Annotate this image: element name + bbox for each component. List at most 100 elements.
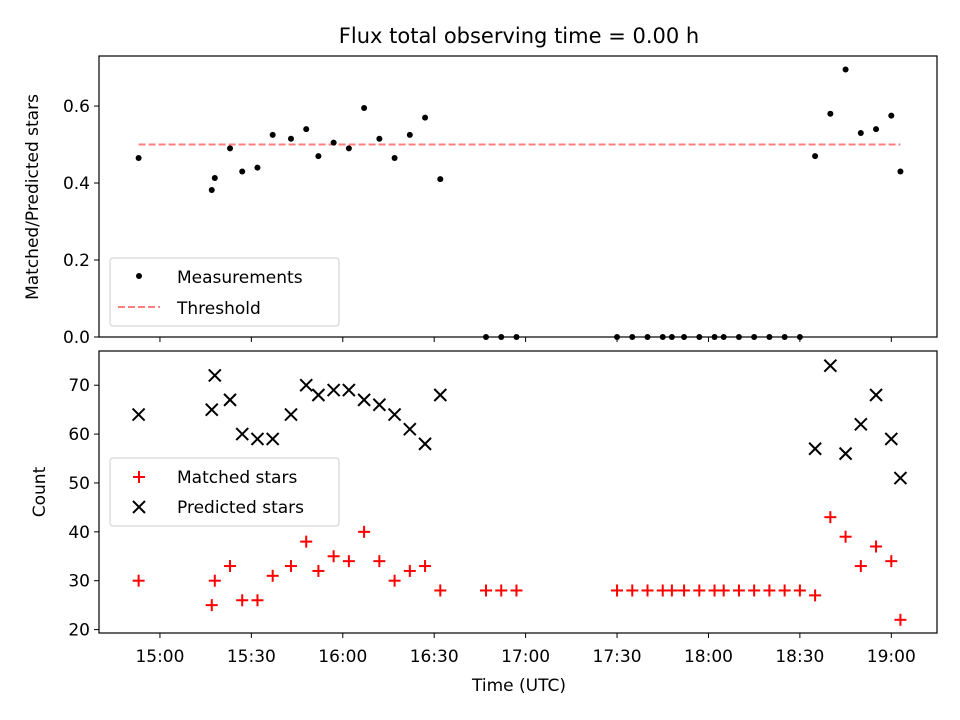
x-tick-label: 17:30 bbox=[593, 647, 642, 667]
measurement-point bbox=[827, 110, 834, 117]
predicted-star-point-b bbox=[808, 442, 822, 456]
predicted-star-point-b bbox=[387, 407, 402, 422]
predicted-star-point bbox=[808, 442, 822, 456]
measurement-point bbox=[361, 104, 368, 111]
measurement-point bbox=[897, 168, 904, 175]
measurement-point bbox=[254, 164, 261, 171]
measurement-point bbox=[391, 155, 398, 162]
matched-star-point bbox=[854, 560, 867, 573]
predicted-star-point bbox=[299, 378, 313, 392]
predicted-star-point-b bbox=[311, 388, 326, 402]
matched-star-point bbox=[693, 584, 706, 597]
bottom-legend: Matched stars Predicted stars bbox=[109, 457, 340, 527]
predicted-star-point-b bbox=[265, 432, 280, 446]
matched-star-point bbox=[236, 594, 249, 607]
predicted-star-point-b bbox=[250, 432, 265, 446]
predicted-star-point bbox=[403, 422, 417, 436]
x-tick-label: 17:00 bbox=[501, 647, 550, 667]
matched-star-point bbox=[763, 584, 776, 597]
x-axis-label: Time (UTC) bbox=[471, 676, 566, 696]
matched-star-point bbox=[388, 574, 401, 587]
predicted-star-point-b bbox=[418, 437, 432, 451]
matched-star-point bbox=[358, 525, 371, 538]
matched-star-point bbox=[132, 574, 145, 587]
predicted-star-point bbox=[250, 432, 265, 446]
top-panel: 0.0 0.2 0.4 0.6 Matched/Predicted stars Mea… bbox=[23, 55, 938, 348]
matched-star-point bbox=[208, 574, 221, 587]
matched-star-point bbox=[495, 584, 508, 597]
predicted-star-point bbox=[131, 407, 146, 422]
x-tick-label: 16:00 bbox=[318, 647, 367, 667]
top-y-tick-label: 0.4 bbox=[63, 174, 90, 194]
measurement-point bbox=[330, 139, 337, 146]
measurement-point bbox=[437, 176, 444, 183]
x-tick-label: 15:30 bbox=[227, 647, 276, 667]
predicted-star-point bbox=[205, 402, 219, 417]
bottom-y-axis-label: Count bbox=[30, 466, 50, 517]
predicted-star-point-b bbox=[403, 422, 417, 436]
measurement-point bbox=[842, 66, 849, 73]
predicted-star-point bbox=[357, 393, 371, 407]
bottom-y-tick-label: 70 bbox=[68, 376, 90, 396]
predicted-star-point-b bbox=[823, 358, 838, 373]
legend-marker-measurements bbox=[136, 273, 142, 279]
predicted-star-point-b bbox=[299, 378, 313, 392]
predicted-star-point-b bbox=[342, 383, 356, 397]
x-tick-label: 19:00 bbox=[867, 647, 916, 667]
legend-marker-predicted-stars bbox=[132, 500, 146, 514]
measurement-point bbox=[422, 114, 429, 121]
legend-marker-matched-stars bbox=[133, 471, 145, 483]
predicted-star-point-b bbox=[869, 388, 883, 402]
matched-star-point bbox=[824, 511, 837, 524]
matched-star-point bbox=[312, 564, 325, 577]
bottom-y-tick-label: 60 bbox=[68, 425, 90, 445]
predicted-star-point-b bbox=[357, 393, 371, 407]
predicted-star-point bbox=[418, 437, 432, 451]
measurement-point bbox=[269, 131, 276, 138]
predicted-star-point-b bbox=[235, 427, 249, 441]
bottom-panel: 20 30 40 50 60 70 15:00 15:30 16:00 16:30 17:00 17:… bbox=[30, 350, 938, 696]
matched-star-point bbox=[839, 530, 852, 543]
predicted-star-point bbox=[387, 407, 402, 422]
predicted-star-point-b bbox=[854, 417, 868, 432]
matched-star-point bbox=[678, 584, 691, 597]
legend-label-threshold: Threshold bbox=[176, 299, 261, 319]
legend-label-matched-stars: Matched stars bbox=[177, 468, 297, 488]
matched-star-point bbox=[327, 550, 340, 563]
matched-star-point bbox=[870, 540, 883, 553]
matched-star-point bbox=[205, 599, 218, 612]
measurement-point bbox=[812, 153, 819, 160]
x-tick-label: 16:30 bbox=[410, 647, 459, 667]
measurement-point bbox=[227, 145, 234, 152]
bottom-y-tick-label: 50 bbox=[68, 474, 90, 494]
x-tick-label: 15:00 bbox=[135, 647, 184, 667]
top-legend: Measurements Threshold bbox=[109, 257, 340, 327]
measurement-point bbox=[211, 175, 218, 182]
matched-star-point bbox=[224, 560, 237, 573]
predicted-star-point bbox=[326, 383, 341, 397]
measurement-point bbox=[888, 112, 895, 119]
predicted-star-point-b bbox=[372, 398, 387, 412]
matched-star-point bbox=[284, 560, 297, 573]
measurement-point bbox=[208, 186, 215, 193]
top-y-tick-label: 0.2 bbox=[63, 251, 90, 271]
bottom-y-tick-label: 30 bbox=[68, 572, 90, 592]
measurement-point bbox=[406, 131, 413, 138]
bottom-axes: 20 30 40 50 60 70 15:00 15:30 16:00 16:30 17:00 17:… bbox=[68, 350, 938, 667]
matched-star-point bbox=[251, 594, 264, 607]
predicted-star-point bbox=[884, 432, 898, 446]
matched-star-point bbox=[266, 569, 279, 582]
top-frame bbox=[98, 55, 938, 338]
matched-star-point bbox=[641, 584, 654, 597]
matched-star-point bbox=[717, 584, 730, 597]
top-y-tick-label: 0.0 bbox=[63, 328, 90, 348]
predicted-star-point bbox=[893, 471, 908, 485]
matched-star-point bbox=[510, 584, 523, 597]
predicted-star-point bbox=[838, 446, 853, 461]
predicted-star-point bbox=[265, 432, 280, 446]
matched-star-point bbox=[885, 555, 898, 568]
predicted-star-point-b bbox=[326, 383, 341, 397]
matched-star-point bbox=[809, 589, 822, 602]
measurement-point bbox=[135, 155, 142, 162]
